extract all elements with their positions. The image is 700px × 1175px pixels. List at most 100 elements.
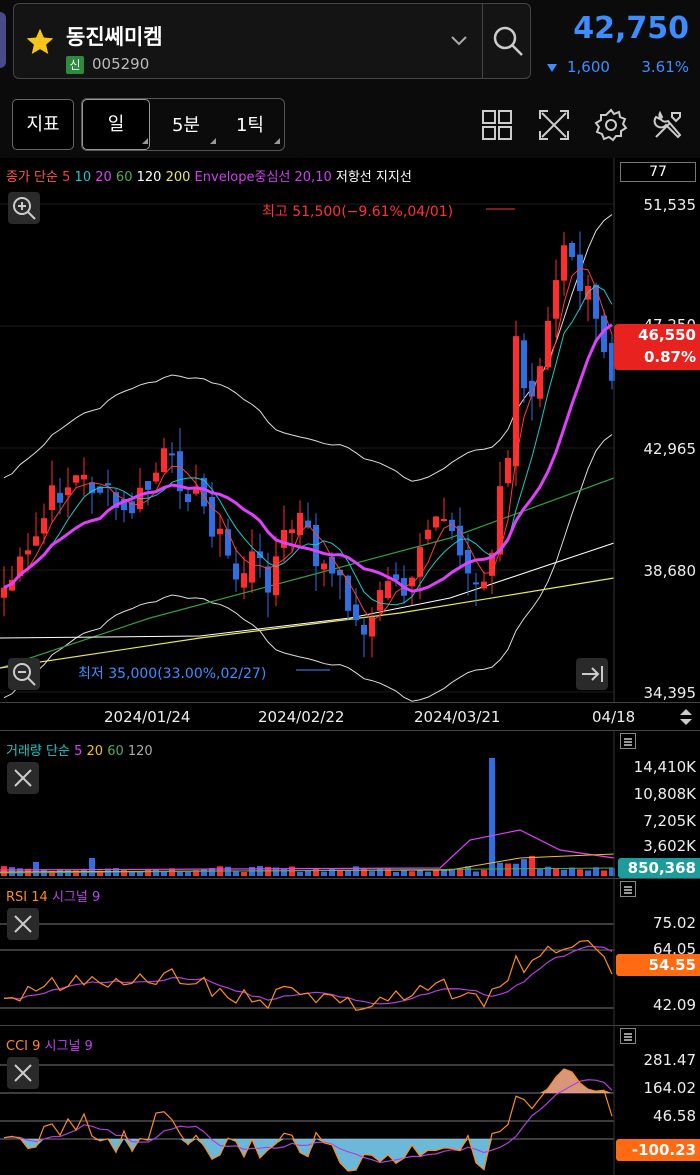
candle-body bbox=[553, 280, 559, 319]
candle-body bbox=[225, 529, 231, 556]
volume-bar bbox=[265, 866, 271, 876]
volume-bar bbox=[473, 871, 479, 876]
arrow-to-end-icon bbox=[582, 666, 603, 682]
cci-oversold-fill bbox=[452, 1139, 460, 1151]
period-day-button[interactable]: 일 bbox=[82, 99, 150, 150]
stock-name: 동진쎄미켐 bbox=[66, 25, 163, 49]
rsi-label-3: 42.09 bbox=[653, 996, 696, 1014]
volume-bar bbox=[513, 863, 519, 876]
cci-label-1: 281.47 bbox=[643, 1051, 697, 1069]
cci-oversold-fill bbox=[436, 1139, 444, 1151]
side-handle[interactable] bbox=[0, 12, 6, 68]
period-tick-button[interactable]: 1틱 bbox=[235, 115, 264, 136]
ma60-line bbox=[0, 477, 615, 669]
search-icon bbox=[493, 26, 523, 56]
candle-body bbox=[433, 516, 439, 528]
scroll-to-latest-button[interactable] bbox=[576, 658, 608, 690]
volume-bar bbox=[345, 870, 351, 876]
cci-canvas[interactable] bbox=[0, 1025, 700, 1175]
candle-body bbox=[41, 518, 47, 534]
volume-panel[interactable]: 거래량 단순 5 20 60 120 14,410K 10,808K 7,205… bbox=[0, 730, 700, 878]
candle-body bbox=[393, 574, 399, 581]
cci-oversold-fill bbox=[180, 1139, 188, 1145]
volume-bar bbox=[545, 866, 551, 876]
volume-menu-button[interactable] bbox=[620, 733, 636, 749]
main-legend[interactable]: 종가 단순 5 10 20 60 120 200 Envelope중심선 20,… bbox=[6, 166, 412, 185]
close-icon bbox=[14, 769, 32, 787]
rsi-close-button[interactable] bbox=[7, 908, 39, 940]
volume-bar bbox=[185, 871, 191, 876]
volume-bar bbox=[73, 870, 79, 876]
legend-ma60: 60 bbox=[115, 170, 133, 185]
candle-body bbox=[369, 617, 375, 637]
cci-oversold-fill bbox=[404, 1139, 412, 1159]
volume-current-value: 850,368 bbox=[627, 859, 696, 877]
candle-body bbox=[529, 380, 535, 397]
zoom-out-button[interactable] bbox=[8, 658, 40, 690]
cci-signal-line bbox=[3, 1079, 613, 1164]
price-chart-canvas[interactable] bbox=[0, 158, 700, 730]
candle-body bbox=[337, 569, 343, 576]
candle-body bbox=[441, 519, 447, 522]
rsi-top-border bbox=[0, 878, 700, 879]
price-chart-panel[interactable]: 종가 단순 5 10 20 60 120 200 Envelope중심선 20,… bbox=[0, 158, 700, 730]
indicator-button[interactable]: 지표 bbox=[12, 99, 74, 150]
settings-gear-icon[interactable] bbox=[593, 107, 629, 143]
candle-body bbox=[209, 496, 215, 537]
cci-oversold-fill bbox=[372, 1139, 380, 1162]
volume-bar bbox=[209, 867, 215, 876]
candle-body bbox=[425, 529, 431, 540]
volume-bar bbox=[537, 868, 543, 876]
candle-body bbox=[129, 501, 135, 514]
cci-oversold-fill bbox=[428, 1139, 436, 1151]
date-label-3: 2024/03/21 bbox=[414, 708, 501, 726]
candle-body bbox=[377, 590, 383, 611]
rsi-panel[interactable]: RSI 14 시그널 9 75.02 64.05 42.09 54.55 bbox=[0, 878, 700, 1025]
rsi-canvas[interactable] bbox=[0, 878, 700, 1025]
fullscreen-icon[interactable] bbox=[536, 107, 572, 143]
star-icon[interactable] bbox=[24, 26, 56, 58]
cci-panel[interactable]: CCI 9 시그널 9 281.47 164.02 46.58 -100.23 bbox=[0, 1025, 700, 1175]
volume-bar bbox=[233, 870, 239, 876]
rsi-current-tag: 54.55 bbox=[616, 954, 700, 976]
volume-bar bbox=[441, 869, 447, 876]
volume-canvas[interactable] bbox=[0, 730, 700, 878]
volume-bar bbox=[313, 868, 319, 876]
volume-bar bbox=[601, 870, 607, 876]
credit-badge: 신 bbox=[66, 56, 84, 74]
rsi-menu-button[interactable] bbox=[620, 881, 636, 897]
chevron-down-icon[interactable] bbox=[450, 34, 468, 48]
legend-ma10: 10 bbox=[74, 170, 92, 185]
layout-grid-icon[interactable] bbox=[479, 107, 515, 143]
period-min-button[interactable]: 5분 bbox=[171, 115, 200, 136]
volume-bar bbox=[593, 867, 599, 876]
price-change: 1,600 bbox=[567, 58, 610, 76]
cci-oversold-fill bbox=[340, 1139, 348, 1171]
zoom-in-button[interactable] bbox=[8, 192, 40, 224]
menu-icon bbox=[624, 1033, 632, 1041]
cci-legend[interactable]: CCI 9 시그널 9 bbox=[6, 1035, 93, 1054]
tools-icon[interactable] bbox=[650, 107, 686, 143]
candle-body bbox=[241, 573, 247, 588]
volume-bar bbox=[369, 871, 375, 876]
cci-oversold-fill bbox=[388, 1139, 396, 1164]
volume-bar bbox=[433, 870, 439, 876]
candle-body bbox=[177, 451, 183, 492]
cci-oversold-fill bbox=[348, 1139, 356, 1171]
period-min-dropdown-icon bbox=[210, 138, 216, 144]
volume-close-button[interactable] bbox=[7, 762, 39, 794]
candle-body bbox=[537, 366, 543, 399]
cci-close-button[interactable] bbox=[7, 1057, 39, 1089]
candle-body bbox=[297, 512, 303, 536]
stock-info[interactable]: 동진쎄미켐 신 005290 bbox=[14, 4, 484, 78]
ma120-line bbox=[0, 542, 615, 639]
stock-selector[interactable]: 동진쎄미켐 신 005290 bbox=[13, 3, 531, 79]
candle-body bbox=[273, 556, 279, 596]
axis-scroll-arrows-icon[interactable] bbox=[678, 706, 694, 728]
rsi-legend[interactable]: RSI 14 시그널 9 bbox=[6, 886, 100, 905]
cci-menu-button[interactable] bbox=[620, 1028, 636, 1044]
volume-bar bbox=[425, 871, 431, 876]
search-button[interactable] bbox=[482, 4, 531, 78]
visible-count-box[interactable]: 77 bbox=[620, 162, 696, 182]
volume-legend[interactable]: 거래량 단순 5 20 60 120 bbox=[6, 740, 153, 759]
